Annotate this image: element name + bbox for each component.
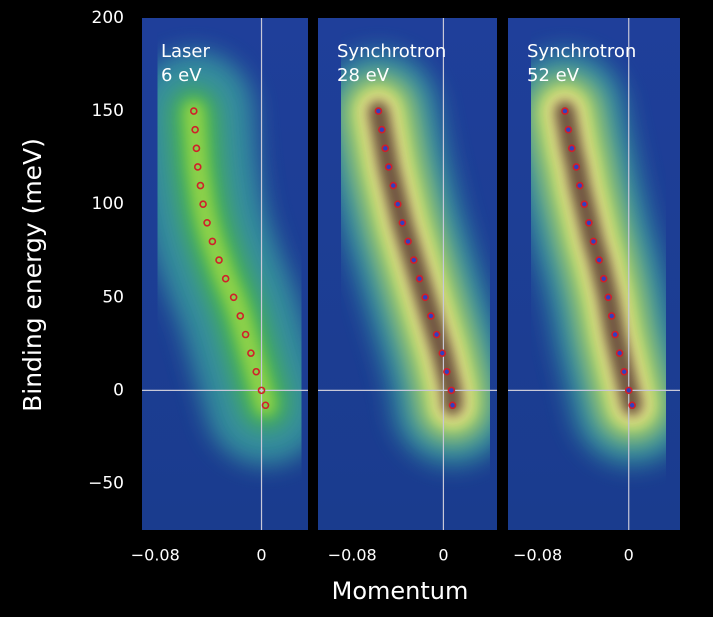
x-tick-label: 0: [624, 546, 634, 565]
y-axis-label: Binding energy (meV): [18, 138, 47, 412]
panel-subtitle: 28 eV: [337, 65, 390, 86]
data-point: [381, 144, 390, 153]
data-point: [236, 312, 245, 320]
panel: Synchrotron 52 eV: [508, 18, 680, 530]
data-point: [421, 293, 429, 302]
data-point: [229, 293, 238, 302]
data-point: [585, 219, 593, 227]
panel-subtitle: 6 eV: [161, 65, 202, 86]
panel: Synchrotron 28 eV: [318, 18, 497, 530]
y-tick-label: 150: [92, 101, 124, 121]
data-point: [615, 349, 624, 357]
data-point: [247, 349, 255, 357]
data-point: [199, 200, 207, 208]
data-point: [589, 237, 598, 246]
data-point: [447, 386, 456, 395]
data-point: [404, 237, 412, 246]
panel: Laser 6 eV: [142, 18, 308, 530]
data-point: [599, 274, 608, 283]
data-point: [261, 401, 270, 410]
data-point: [189, 107, 198, 115]
data-point: [221, 274, 230, 283]
intensity-inner: [183, 101, 276, 416]
data-point: [620, 367, 628, 376]
panel-title: Synchrotron: [527, 41, 636, 62]
data-point: [192, 144, 201, 153]
data-point: [607, 312, 616, 320]
data-point: [624, 386, 633, 395]
data-point: [432, 330, 441, 339]
data-point: [193, 163, 202, 171]
panel-title: Laser: [161, 41, 211, 62]
data-point: [427, 312, 435, 320]
data-point: [398, 219, 407, 227]
data-point: [595, 256, 603, 264]
data-point: [575, 181, 584, 190]
data-point: [409, 256, 418, 264]
data-point: [443, 367, 451, 376]
x-tick-label: 0: [438, 546, 448, 565]
data-point: [564, 125, 573, 134]
data-point: [191, 125, 199, 134]
y-tick-label: −50: [88, 473, 124, 493]
x-tick-label: 0: [256, 546, 266, 565]
data-point: [374, 107, 383, 115]
y-tick-label: 0: [113, 380, 124, 400]
data-point: [203, 219, 211, 227]
data-point: [196, 181, 205, 190]
data-point: [561, 107, 569, 115]
x-axis-label: Momentum: [332, 577, 469, 605]
data-point: [215, 256, 223, 264]
y-tick-label: 200: [92, 8, 124, 28]
panel-title: Synchrotron: [337, 41, 446, 62]
data-point: [389, 181, 398, 190]
x-tick-label: −0.08: [328, 546, 377, 565]
data-point: [628, 401, 636, 410]
data-point: [394, 200, 402, 208]
data-point: [611, 330, 619, 339]
data-point: [604, 293, 613, 302]
data-point: [415, 274, 424, 283]
x-tick-label: −0.08: [131, 546, 180, 565]
data-point: [438, 349, 447, 357]
data-point: [257, 386, 266, 395]
data-point: [448, 401, 457, 410]
data-point: [384, 163, 393, 171]
panel-subtitle: 52 eV: [527, 65, 580, 86]
data-point: [572, 163, 581, 171]
data-point: [567, 144, 576, 153]
data-point: [580, 200, 589, 208]
data-point: [241, 330, 250, 339]
y-tick-label: 100: [92, 194, 124, 214]
data-point: [208, 237, 217, 246]
data-point: [252, 367, 261, 376]
x-tick-label: −0.08: [513, 546, 562, 565]
y-tick-label: 50: [102, 287, 124, 307]
data-point: [378, 125, 386, 134]
